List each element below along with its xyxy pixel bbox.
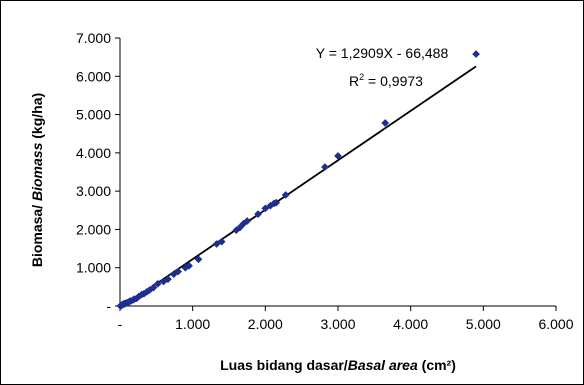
data-point-marker (185, 261, 193, 270)
y-tick-label: 2.000 (76, 221, 111, 237)
trendline-group (123, 65, 477, 307)
data-point-marker (281, 191, 290, 199)
trendline (123, 65, 477, 307)
x-tick-label: 4.000 (393, 316, 428, 332)
x-tick-label: 1.000 (175, 316, 210, 332)
data-point-marker (334, 151, 342, 160)
data-points (116, 50, 481, 310)
data-point-marker (381, 119, 390, 127)
y-tick-label: 3.000 (76, 183, 111, 199)
x-tick-label: 3.000 (320, 316, 355, 332)
data-point-marker (174, 267, 183, 276)
r-squared-label: R2 = 0,9973 (349, 72, 423, 89)
x-tick-label: 5.000 (466, 316, 501, 332)
y-tick-label: 4.000 (76, 145, 111, 161)
data-point-marker (194, 255, 203, 264)
y-tick-label: - (106, 298, 111, 314)
data-point-marker (164, 275, 172, 284)
y-tick-label: 7.000 (76, 30, 111, 46)
data-point-marker (272, 198, 281, 207)
x-tick-label: - (118, 316, 123, 332)
data-point-marker (261, 204, 270, 213)
equation-label: Y = 1,2909X - 66,488 (316, 45, 449, 61)
data-point-marker (254, 210, 263, 219)
data-point-marker (217, 237, 226, 246)
data-point-marker (243, 217, 252, 225)
y-axis-label: Biomasa/ Biomass (kg/ha) (29, 93, 45, 267)
x-tick-label: 6.000 (538, 316, 573, 332)
data-point-marker (149, 283, 158, 292)
y-tick-label: 6.000 (76, 68, 111, 84)
axes: - 1.000 2.000 3.000 4.000 5.000 6.000 7.000 - 1.0… (76, 30, 574, 332)
data-point-marker (472, 50, 481, 59)
x-tick-label: 2.000 (248, 316, 283, 332)
data-point-marker (153, 279, 162, 288)
y-tick-label: 1.000 (76, 260, 111, 276)
data-point-marker (320, 163, 329, 171)
x-axis-label: Luas bidang dasar/Basal area (cm²) (220, 357, 456, 373)
r-squared-superscript: 2 (359, 72, 364, 82)
y-tick-label: 5.000 (76, 107, 111, 123)
annotation-group: Y = 1,2909X - 66,488 R2 = 0,9973 (316, 45, 449, 89)
